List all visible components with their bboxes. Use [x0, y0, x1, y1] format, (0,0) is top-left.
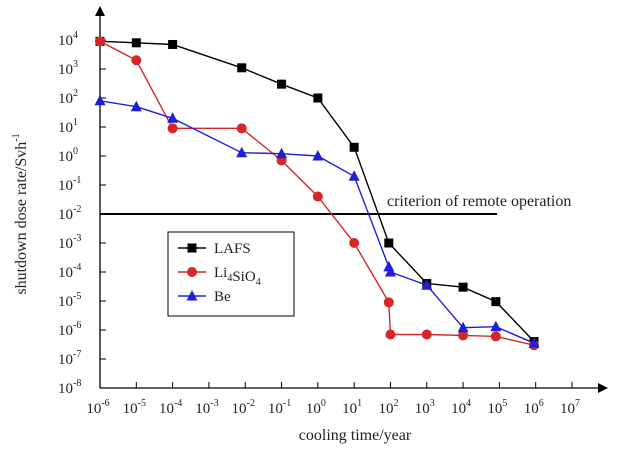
series-li4sio4: [95, 36, 540, 351]
data-point: [312, 191, 323, 202]
data-point: [348, 170, 360, 181]
data-point: [384, 238, 394, 248]
y-tick-label: 101: [58, 117, 78, 136]
data-point: [349, 238, 360, 248]
data-point: [383, 297, 394, 308]
data-point: [385, 329, 396, 340]
data-point: [421, 329, 432, 340]
x-axis-arrow-icon: [598, 383, 608, 393]
data-point: [131, 55, 142, 66]
x-tick-label: 10-5: [123, 398, 146, 417]
legend-label: Li4SiO4: [214, 265, 261, 288]
data-point: [528, 337, 540, 348]
x-tick-label: 10-1: [268, 398, 291, 417]
data-point: [457, 321, 469, 333]
data-point: [491, 297, 501, 307]
y-tick-label: 104: [58, 30, 78, 49]
x-tick-label: 100: [306, 398, 326, 417]
x-tick-label: 103: [415, 398, 435, 417]
x-tick-label: 101: [342, 398, 362, 417]
x-tick-label: 10-2: [232, 398, 255, 417]
y-tick-label: 100: [58, 146, 78, 165]
y-tick-label: 10-4: [58, 262, 81, 281]
y-tick-label: 10-3: [58, 233, 81, 252]
x-tick-label: 10-6: [86, 398, 109, 417]
y-tick-label: 103: [58, 59, 78, 78]
x-tick-label: 102: [378, 398, 398, 417]
data-point: [167, 112, 179, 123]
data-point: [131, 38, 141, 48]
data-point: [187, 267, 197, 277]
data-point: [95, 36, 105, 47]
data-point: [312, 150, 324, 161]
criterion-label: criterion of remote operation: [387, 193, 571, 210]
y-tick-label: 10-8: [58, 378, 81, 397]
data-point: [167, 123, 178, 134]
legend-label: LAFS: [214, 241, 251, 257]
data-point: [168, 39, 178, 49]
x-tick-label: 105: [487, 398, 507, 417]
data-point: [313, 93, 323, 103]
y-tick-label: 10-1: [58, 175, 81, 194]
data-point: [277, 79, 287, 89]
data-point: [237, 63, 247, 73]
data-point: [349, 142, 359, 152]
x-tick-label: 104: [451, 398, 471, 417]
data-point: [490, 331, 501, 342]
y-tick-label: 10-2: [58, 204, 81, 223]
x-axis-label: cooling time/year: [299, 427, 412, 444]
y-tick-label: 10-6: [58, 320, 81, 339]
data-point: [458, 282, 468, 292]
y-tick-label: 10-5: [58, 291, 81, 310]
y-tick-label: 10-7: [58, 349, 81, 368]
data-point: [421, 279, 433, 290]
x-tick-label: 107: [560, 398, 580, 417]
data-point: [186, 290, 198, 301]
series-line: [99, 40, 535, 342]
data-point: [236, 146, 248, 158]
y-axis-label: shutdown dose rate/Svh-1: [11, 133, 30, 294]
data-point: [384, 266, 396, 277]
x-tick-label: 10-4: [159, 398, 182, 417]
series-lafs: [95, 36, 539, 347]
series-be: [94, 94, 540, 348]
y-axis-arrow-icon: [95, 6, 105, 16]
legend-label: Be: [214, 289, 231, 305]
data-point: [490, 320, 502, 332]
series-line: [99, 100, 535, 344]
data-point: [458, 330, 469, 341]
data-point: [276, 147, 288, 159]
data-point: [187, 243, 197, 253]
data-point: [94, 94, 106, 106]
data-point: [130, 100, 142, 112]
y-tick-label: 102: [58, 88, 78, 107]
x-tick-label: 106: [524, 398, 544, 417]
data-point: [236, 123, 247, 134]
x-tick-label: 10-3: [195, 398, 218, 417]
